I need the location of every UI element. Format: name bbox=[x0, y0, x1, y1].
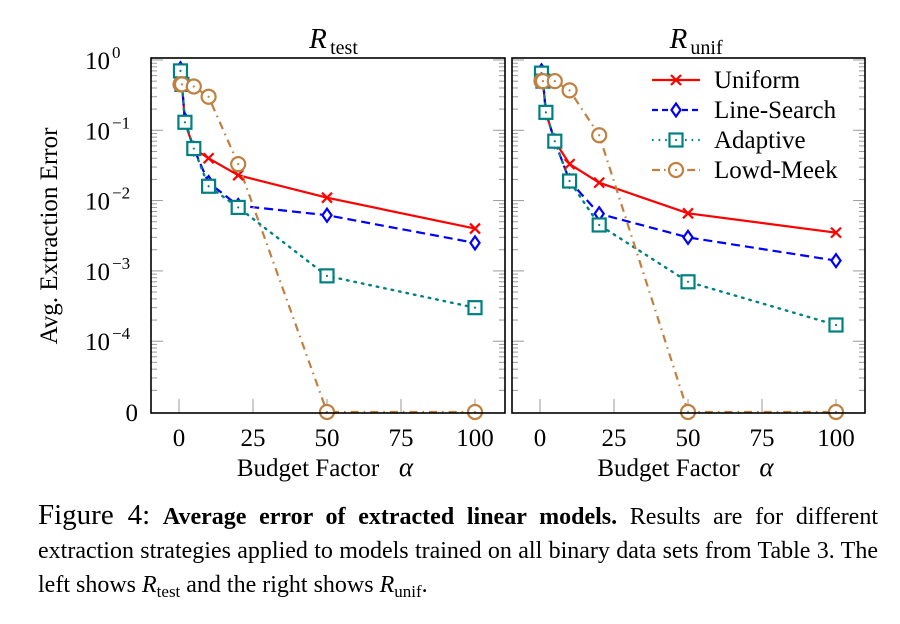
x-tick-label: 0 bbox=[173, 425, 186, 452]
series-markers-lowd-meek bbox=[533, 73, 845, 421]
data-point bbox=[201, 178, 217, 194]
y-major-ticks bbox=[151, 59, 505, 342]
x-axis-label-alpha: α bbox=[399, 452, 414, 482]
legend-marker bbox=[668, 132, 684, 148]
data-point bbox=[682, 207, 694, 220]
y-tick-label: 10 bbox=[85, 48, 110, 75]
legend-label: Lowd-Meek bbox=[714, 157, 838, 184]
x-tick-label: 100 bbox=[817, 425, 855, 452]
data-point bbox=[591, 217, 607, 233]
data-point bbox=[830, 252, 842, 270]
chart-title-subscript: unif bbox=[690, 37, 723, 59]
chart-title-subscript: test bbox=[330, 37, 358, 59]
y-tick-exponent: −2 bbox=[112, 184, 130, 203]
figure-caption: Figure 4: Average error of extracted lin… bbox=[38, 498, 878, 602]
x-tick-label: 75 bbox=[750, 425, 775, 452]
caption-text-2: and the right shows bbox=[180, 572, 380, 598]
caption-text-3: . bbox=[421, 572, 428, 598]
data-point bbox=[232, 169, 244, 181]
data-point bbox=[466, 403, 484, 421]
x-tick-label: 25 bbox=[241, 425, 266, 452]
series-markers-adaptive bbox=[172, 63, 483, 316]
data-point bbox=[172, 63, 189, 79]
data-point bbox=[682, 228, 694, 246]
data-point bbox=[828, 317, 844, 333]
data-point bbox=[186, 140, 202, 157]
y-major-ticks bbox=[512, 59, 865, 342]
data-point bbox=[561, 173, 578, 189]
legend-label: Line-Search bbox=[714, 97, 837, 124]
y-tick-exponent: −3 bbox=[112, 254, 130, 273]
legend-label: Adaptive bbox=[714, 127, 806, 154]
data-point bbox=[469, 222, 481, 235]
data-point bbox=[230, 156, 247, 173]
data-point bbox=[202, 152, 215, 165]
y-axis-label: Avg. Extraction Error bbox=[36, 127, 63, 344]
x-tick-label: 50 bbox=[676, 425, 701, 452]
series-markers-line-search bbox=[174, 60, 481, 252]
y-minor-ticks bbox=[151, 62, 505, 391]
y-tick-label: 10 bbox=[85, 189, 110, 216]
y-tick-exponent: −4 bbox=[112, 324, 131, 343]
caption-text-1: Results are for different extraction str… bbox=[38, 504, 879, 598]
x-axis-label: Budget Factor bbox=[237, 455, 380, 482]
y-minor-ticks bbox=[512, 62, 865, 391]
plot-frame bbox=[511, 57, 866, 414]
data-point bbox=[546, 73, 563, 90]
x-tick-label: 100 bbox=[456, 425, 494, 452]
y-tick-label: 10 bbox=[85, 259, 110, 286]
series-markers-lowd-meek bbox=[172, 76, 484, 421]
data-point bbox=[563, 158, 576, 170]
data-point bbox=[230, 199, 246, 216]
series-line-uniform bbox=[179, 73, 476, 230]
caption-r-unif: Runif bbox=[379, 572, 422, 601]
x-tick-label: 0 bbox=[534, 425, 547, 452]
data-point bbox=[547, 133, 563, 149]
data-point bbox=[680, 274, 696, 290]
data-point bbox=[177, 114, 193, 130]
caption-bold-title: Average error of extracted linear models… bbox=[162, 504, 618, 530]
x-axis-label-alpha: α bbox=[759, 452, 774, 482]
data-point bbox=[679, 403, 697, 421]
series-line-adaptive bbox=[540, 71, 838, 327]
y-tick-exponent: 0 bbox=[112, 43, 121, 62]
data-point bbox=[591, 127, 608, 144]
y-tick-label: 0 bbox=[126, 400, 139, 427]
x-tick-label: 25 bbox=[602, 425, 627, 452]
data-point bbox=[469, 234, 481, 252]
data-point bbox=[318, 403, 336, 421]
data-point bbox=[561, 82, 578, 99]
legend-label: Uniform bbox=[714, 67, 801, 94]
data-point bbox=[593, 176, 605, 189]
chart-title: R bbox=[669, 23, 688, 55]
data-point bbox=[538, 104, 554, 120]
y-tick-exponent: −1 bbox=[112, 113, 130, 132]
plot-frame bbox=[150, 57, 506, 414]
caption-label: Figure 4: bbox=[38, 499, 151, 531]
data-point bbox=[467, 300, 483, 316]
data-point bbox=[830, 226, 842, 239]
chart-title: R bbox=[308, 23, 327, 55]
data-point bbox=[185, 78, 202, 95]
legend-marker bbox=[670, 74, 682, 86]
x-tick-label: 75 bbox=[389, 425, 414, 452]
legend: Uniform Line-Search Adaptive Lowd-Meek bbox=[652, 67, 838, 184]
data-point bbox=[321, 206, 333, 224]
series-line-adaptive bbox=[179, 69, 477, 309]
legend-marker bbox=[667, 161, 685, 179]
data-point bbox=[200, 88, 217, 105]
caption-r-test: Rtest bbox=[142, 572, 181, 601]
data-point bbox=[319, 268, 335, 284]
x-axis-label: Budget Factor bbox=[597, 455, 740, 482]
data-point bbox=[321, 191, 333, 204]
y-tick-label: 10 bbox=[85, 118, 110, 145]
legend-marker bbox=[670, 101, 682, 119]
y-tick-label: 10 bbox=[85, 329, 110, 356]
data-point bbox=[827, 403, 845, 421]
x-tick-label: 50 bbox=[315, 425, 340, 452]
series-line-lowd-meek bbox=[180, 83, 475, 414]
